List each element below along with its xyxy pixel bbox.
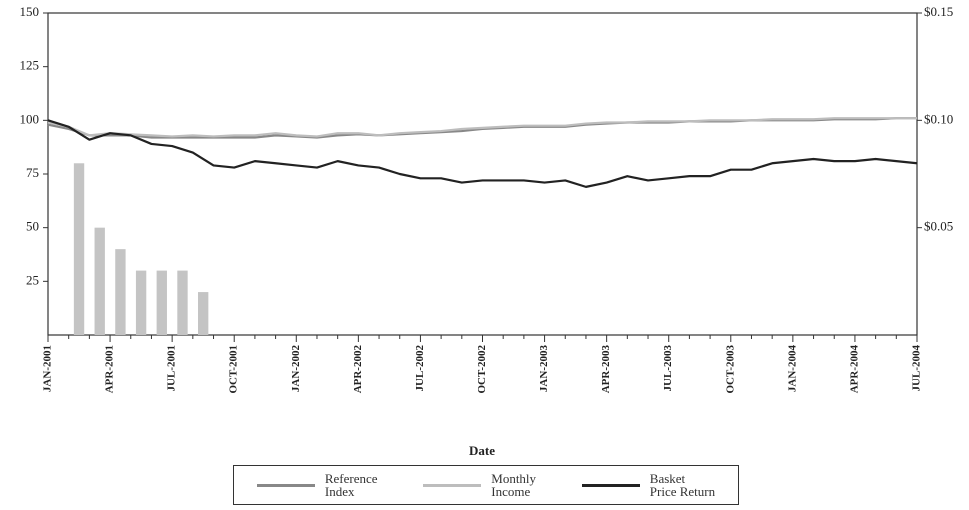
legend-swatch xyxy=(423,483,482,487)
x-axis-title: Date xyxy=(469,443,495,458)
x-tick-label: OCT-2002 xyxy=(476,345,488,394)
y-tick-label: 125 xyxy=(20,58,40,73)
y2-tick-label: $0.15 xyxy=(924,4,953,19)
bar xyxy=(198,292,209,335)
chart: Date 25 50 75 100 125 150 $0.05 $0.10 $0.15 JAN-2… xyxy=(20,4,954,458)
y2-tick-label: $0.05 xyxy=(924,219,953,234)
line xyxy=(47,117,917,138)
legend-item: Reference Index xyxy=(256,471,378,499)
y-tick-label: 25 xyxy=(26,272,39,287)
legend-label: Monthly Income xyxy=(491,471,537,499)
line xyxy=(47,119,918,188)
x-tick-label: JAN-2004 xyxy=(786,345,798,393)
legend-label: Basket Price Return xyxy=(649,471,716,499)
y-tick-label: 75 xyxy=(26,165,39,180)
legend-swatch xyxy=(256,483,315,487)
x-tick-label: JAN-2002 xyxy=(290,345,302,393)
legend-item: Monthly Income xyxy=(423,472,536,498)
x-tick-label: APR-2002 xyxy=(352,345,364,394)
legend: Reference Index Monthly Income Basket Pric… xyxy=(233,465,739,505)
legend-swatch xyxy=(581,483,640,487)
x-tick-label: JAN-2001 xyxy=(42,345,54,392)
x-tick-label: OCT-2001 xyxy=(228,345,240,394)
y2-tick-label: $0.10 xyxy=(924,111,953,126)
y-tick-label: 50 xyxy=(26,219,39,234)
x-tick-label: OCT-2003 xyxy=(724,345,736,394)
legend-label: Reference Index xyxy=(324,471,378,499)
y-tick-label: 150 xyxy=(20,4,40,19)
bar xyxy=(94,227,105,335)
bar xyxy=(73,163,85,335)
x-tick-label: JUL-2004 xyxy=(911,345,923,392)
x-tick-label: JAN-2003 xyxy=(538,345,550,393)
bar xyxy=(156,270,167,335)
bar xyxy=(115,249,126,335)
x-tick-label: APR-2001 xyxy=(104,345,116,393)
legend-item: Basket Price Return xyxy=(581,471,716,499)
bar xyxy=(135,270,147,335)
x-tick-label: JUL-2001 xyxy=(166,345,178,391)
y-tick-label: 100 xyxy=(20,111,40,126)
bar xyxy=(177,270,188,335)
x-tick-label: JUL-2003 xyxy=(662,345,674,392)
x-tick-label: APR-2004 xyxy=(848,345,860,394)
x-tick-label: JUL-2002 xyxy=(414,345,426,392)
x-tick-label: APR-2003 xyxy=(600,345,612,394)
